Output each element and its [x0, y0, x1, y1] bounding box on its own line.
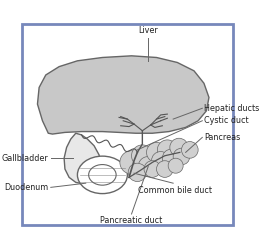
Circle shape — [181, 142, 198, 158]
Text: Duodenum: Duodenum — [4, 183, 48, 192]
Circle shape — [157, 161, 173, 177]
Text: Gallbladder: Gallbladder — [2, 154, 48, 163]
Text: Common bile duct: Common bile duct — [138, 186, 212, 195]
Circle shape — [120, 151, 143, 174]
Circle shape — [152, 152, 170, 170]
Circle shape — [173, 148, 190, 165]
Circle shape — [170, 138, 188, 157]
Text: Hepatic ducts: Hepatic ducts — [204, 104, 259, 113]
Circle shape — [157, 140, 177, 160]
Circle shape — [132, 145, 153, 167]
Polygon shape — [38, 56, 209, 134]
Circle shape — [144, 161, 161, 177]
Circle shape — [128, 163, 146, 182]
Circle shape — [168, 158, 183, 173]
Circle shape — [138, 157, 158, 177]
Text: Pancreatic duct: Pancreatic duct — [100, 216, 163, 226]
Text: Pancreas: Pancreas — [204, 133, 240, 142]
Circle shape — [146, 142, 167, 162]
Ellipse shape — [89, 165, 116, 185]
Text: Liver: Liver — [138, 26, 158, 35]
Text: Cystic duct: Cystic duct — [204, 116, 248, 125]
Circle shape — [162, 149, 181, 167]
FancyBboxPatch shape — [22, 24, 233, 225]
Ellipse shape — [78, 156, 127, 194]
Polygon shape — [64, 133, 101, 184]
